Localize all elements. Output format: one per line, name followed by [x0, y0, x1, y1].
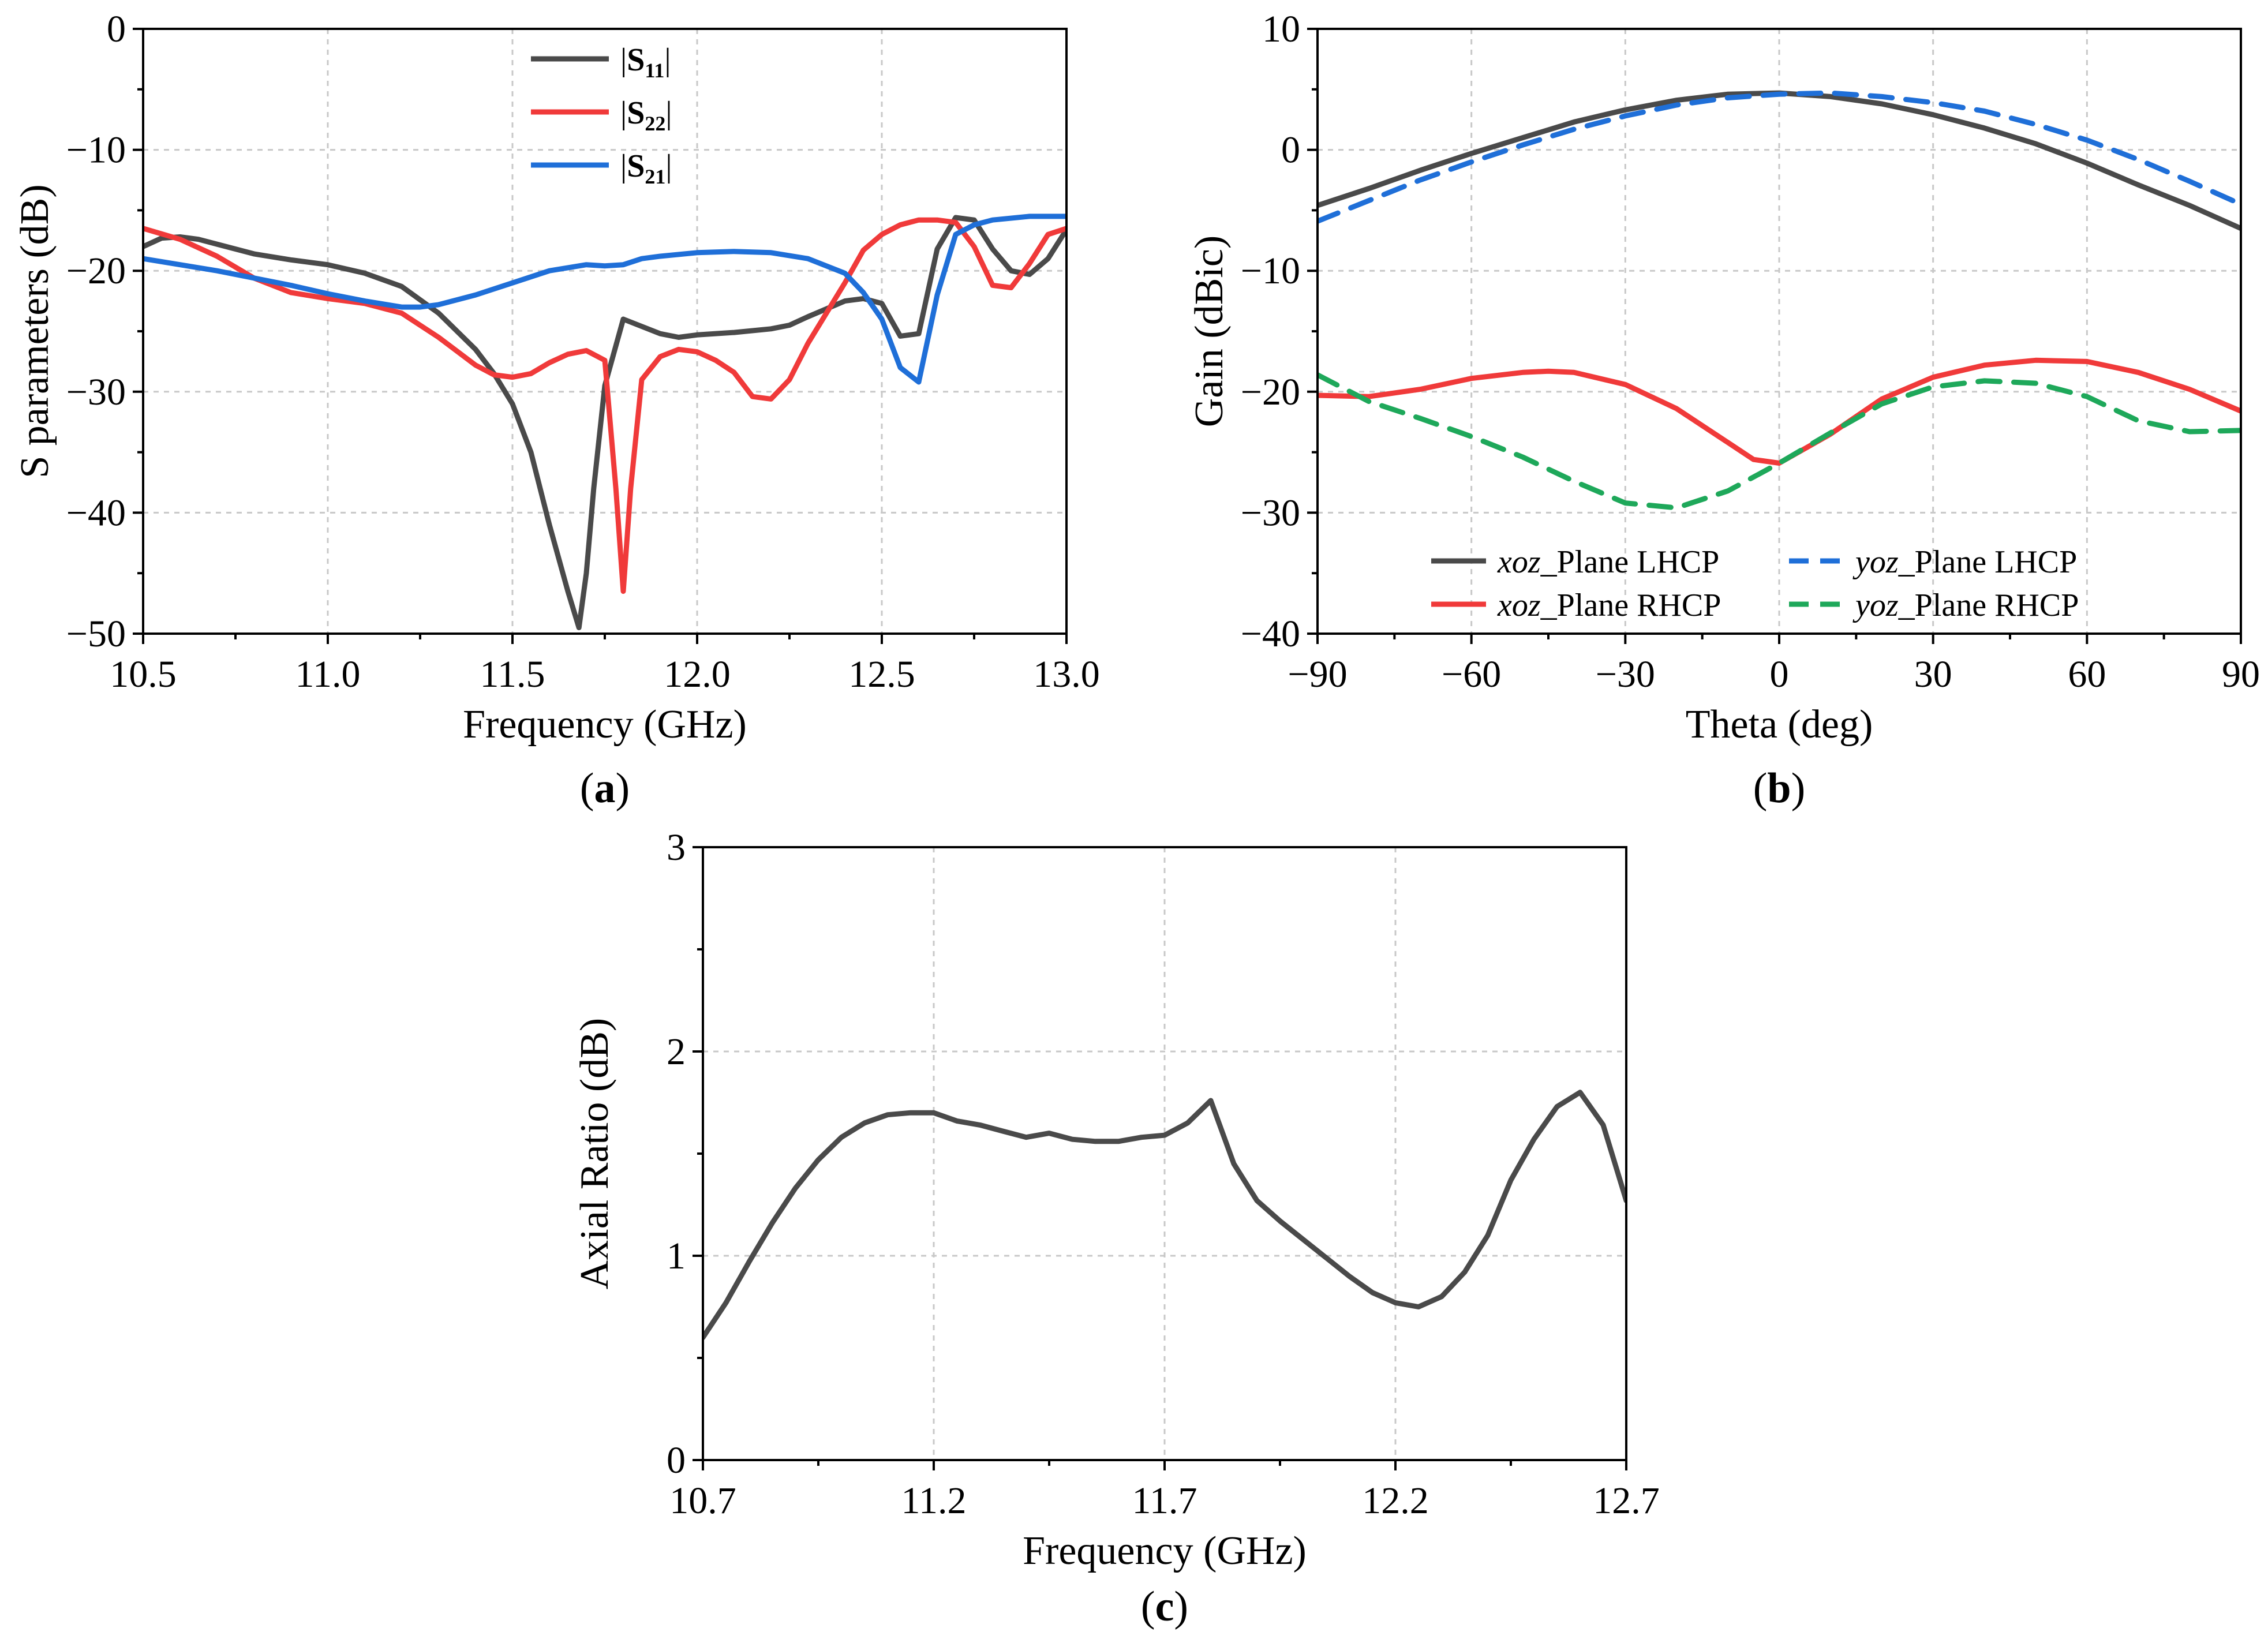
grid-b [1318, 29, 2241, 634]
x-tick-label: 11.7 [1132, 1480, 1197, 1522]
series-group-b [1318, 90, 2241, 511]
series-line-axial-ratio [703, 1090, 1626, 1341]
legend-label: |S21| [620, 148, 672, 188]
x-tick-label: 11.0 [295, 653, 360, 695]
y-tick-label: −30 [1241, 492, 1300, 534]
legend-italic: xoz [1497, 587, 1541, 623]
legend-italic: xoz [1497, 544, 1541, 580]
series-line-yoz-plane-rhcp [1318, 372, 2241, 511]
y-axis-title: Gain (dBic) [1187, 235, 1232, 427]
y-tick-label: 1 [667, 1235, 686, 1277]
series-line-xoz-plane-rhcp [1318, 357, 2241, 466]
panel-label-letter: c [1155, 1583, 1174, 1630]
series-group-a [143, 214, 1066, 630]
legend-sub: 11 [645, 59, 664, 82]
legend-label: xoz_Plane LHCP [1497, 544, 1719, 580]
x-tick-label: 60 [2068, 653, 2106, 695]
legend-italic: yoz [1852, 544, 1899, 580]
x-tick-label: 12.7 [1593, 1480, 1660, 1522]
legend-bar: | [620, 148, 627, 184]
series-line--s21- [143, 214, 1066, 385]
legend-sub: 21 [645, 165, 665, 188]
x-tick-label: 13.0 [1033, 653, 1100, 695]
legend-rest: _Plane RHCP [1540, 587, 1721, 623]
panel-label-open: ( [1753, 765, 1768, 812]
legend-main: S [627, 42, 645, 78]
panel-label-close: ) [1174, 1583, 1188, 1630]
y-tick-label: 2 [667, 1031, 686, 1073]
panel-label-open: ( [580, 765, 594, 812]
x-tick-label: 12.0 [664, 653, 731, 695]
panel-c: 10.7 11.2 11.7 12.2 12.7 0 1 2 3 Frequency (GHz) A… [572, 826, 1660, 1630]
panel-label-letter: a [594, 765, 616, 812]
panel-b: −90 −60 −30 0 30 60 90 −40 −30 −20 −10 0 10 Theta (de… [1187, 8, 2260, 812]
panel-label: (a) [580, 765, 630, 812]
x-tick-label: 10.7 [669, 1480, 736, 1522]
x-tick-label: 11.2 [901, 1480, 966, 1522]
legend-label: yoz_Plane RHCP [1852, 587, 2079, 623]
legend-label: yoz_Plane LHCP [1852, 544, 2077, 580]
panel-label: (c) [1141, 1583, 1188, 1630]
legend-bar: | [664, 42, 671, 78]
legend-rest: _Plane LHCP [1898, 544, 2078, 580]
y-tick-label: 3 [667, 826, 686, 869]
panel-label-close: ) [1791, 765, 1806, 812]
y-tick-label: 0 [107, 8, 126, 50]
panel-a: 10.5 11.0 11.5 12.0 12.5 13.0 −50 −40 −30 −20 −10 0… [13, 8, 1100, 812]
series-line--s11- [143, 215, 1066, 630]
y-tick-label: −10 [1241, 250, 1300, 292]
y-axis-title: S parameters (dB) [13, 184, 57, 478]
x-tick-label: 10.5 [110, 653, 177, 695]
legend-sub: 22 [645, 112, 665, 135]
grid-c [703, 847, 1626, 1460]
legend-italic: yoz [1852, 587, 1899, 623]
y-tick-label: −30 [66, 371, 126, 413]
x-tick-label: 12.2 [1362, 1480, 1429, 1522]
y-tick-label: −10 [66, 129, 126, 171]
series-line-yoz-plane-lhcp [1318, 90, 2241, 224]
legend-bar: | [620, 95, 627, 131]
x-tick-label: 0 [1770, 653, 1789, 695]
legend-bar: | [665, 148, 672, 184]
legend-label: |S22| [620, 95, 672, 135]
y-tick-label: −40 [66, 492, 126, 534]
y-tick-label: 0 [1281, 129, 1300, 171]
panel-label-open: ( [1141, 1583, 1155, 1630]
x-tick-label: −90 [1288, 653, 1347, 695]
x-tick-label: 12.5 [848, 653, 915, 695]
panel-label-letter: b [1767, 765, 1791, 812]
y-tick-label: −40 [1241, 613, 1300, 655]
y-tick-label: −20 [1241, 371, 1300, 413]
legend-bar: | [665, 95, 672, 131]
x-tick-label: −30 [1596, 653, 1655, 695]
y-axis-title: Axial Ratio (dB) [572, 1018, 617, 1289]
legend-a: |S11||S22||S21| [531, 42, 672, 188]
series-group-c [703, 1090, 1626, 1341]
x-tick-label: 90 [2222, 653, 2260, 695]
x-tick-label: −60 [1442, 653, 1501, 695]
y-tick-label: −20 [66, 250, 126, 292]
y-tick-label: 10 [1262, 8, 1300, 50]
series-line--s22- [143, 217, 1066, 594]
x-tick-label: 11.5 [480, 653, 545, 695]
y-tick-label: −50 [66, 613, 126, 655]
legend-bar: | [620, 42, 627, 78]
panel-label: (b) [1753, 765, 1805, 812]
legend-label: |S11| [620, 42, 671, 82]
x-tick-label: 30 [1914, 653, 1952, 695]
panel-label-close: ) [616, 765, 630, 812]
legend-main: S [627, 95, 645, 131]
x-axis-title: Theta (deg) [1686, 702, 1873, 747]
legend-rest: _Plane LHCP [1540, 544, 1720, 580]
x-axis-title: Frequency (GHz) [1023, 1529, 1307, 1573]
x-axis-title: Frequency (GHz) [463, 702, 747, 747]
legend-rest: _Plane RHCP [1898, 587, 2079, 623]
legend-label: xoz_Plane RHCP [1497, 587, 1721, 623]
y-tick-label: 0 [667, 1439, 686, 1481]
legend-main: S [627, 148, 645, 184]
